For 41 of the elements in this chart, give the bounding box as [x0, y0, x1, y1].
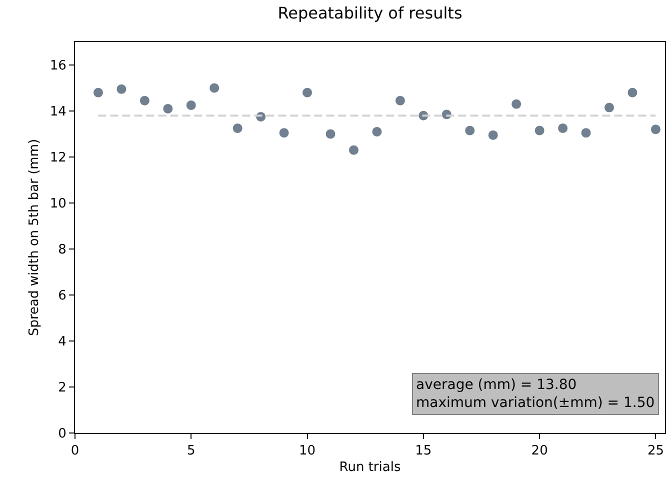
chart-title: Repeatability of results	[278, 4, 462, 23]
x-tick-label: 25	[647, 444, 664, 459]
point	[139, 95, 150, 106]
x-tick-label: 5	[187, 444, 196, 459]
point	[650, 124, 661, 135]
y-tick-label: 14	[50, 104, 66, 120]
point	[558, 123, 568, 134]
x-tick-label: 15	[415, 444, 432, 459]
y-tick-label: 12	[50, 150, 66, 166]
point	[209, 82, 220, 94]
annotation: average (mm) = 13.80 maximum variation(±mm) = 1.50	[416, 377, 655, 412]
point	[511, 98, 522, 110]
x-tick-label: 20	[531, 444, 548, 459]
y-tick-label: 0	[58, 426, 66, 442]
point	[372, 126, 382, 137]
y-tick-label: 4	[58, 334, 66, 350]
point	[464, 125, 476, 136]
x-tick-label: 0	[70, 444, 80, 459]
point	[394, 95, 406, 106]
point	[302, 87, 313, 98]
point	[488, 130, 498, 140]
point	[92, 87, 104, 98]
point	[580, 128, 592, 138]
x-axis-title: Run trials	[339, 460, 401, 476]
point	[534, 125, 545, 136]
point	[627, 87, 638, 98]
point	[325, 128, 336, 140]
point	[278, 128, 290, 138]
y-axis-title: Spread width on 5th bar (mm)	[26, 138, 42, 336]
point	[232, 123, 243, 134]
point	[162, 103, 174, 114]
y-tick-label: 16	[50, 58, 66, 74]
point	[348, 144, 359, 156]
point	[116, 84, 127, 94]
y-tick-label: 10	[50, 196, 66, 212]
y-tick-label: 8	[58, 242, 66, 258]
y-tick-label: 6	[58, 288, 66, 304]
point	[604, 102, 614, 113]
y-tick-label: 2	[58, 380, 66, 396]
x-tick-label: 10	[299, 444, 316, 459]
point	[186, 100, 196, 110]
